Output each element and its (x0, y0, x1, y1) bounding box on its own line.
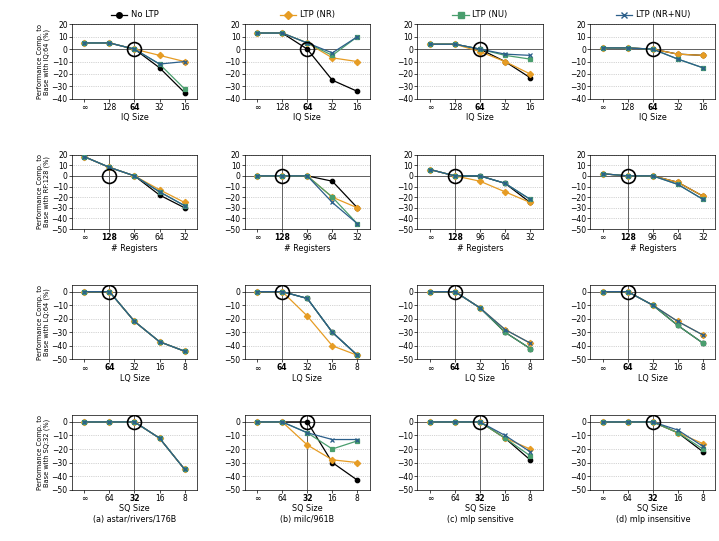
Legend: No LTP: No LTP (111, 10, 158, 19)
X-axis label: # Registers: # Registers (630, 243, 676, 253)
X-axis label: LQ Size: LQ Size (293, 374, 322, 383)
X-axis label: IQ Size: IQ Size (121, 114, 148, 122)
X-axis label: # Registers: # Registers (284, 243, 331, 253)
X-axis label: SQ Size
(b) milc/961B: SQ Size (b) milc/961B (280, 504, 334, 524)
X-axis label: SQ Size
(d) mlp insensitive: SQ Size (d) mlp insensitive (615, 504, 690, 524)
X-axis label: # Registers: # Registers (457, 243, 503, 253)
X-axis label: IQ Size: IQ Size (466, 114, 494, 122)
X-axis label: LQ Size: LQ Size (465, 374, 495, 383)
Legend: LTP (NR+NU): LTP (NR+NU) (615, 10, 690, 19)
Y-axis label: Performance Comp. to
Base with LQ:64 (%): Performance Comp. to Base with LQ:64 (%) (37, 285, 50, 360)
Y-axis label: Performance Comp. to
Base with RF:128 (%): Performance Comp. to Base with RF:128 (%… (37, 154, 50, 229)
X-axis label: SQ Size
(a) astar/rivers/176B: SQ Size (a) astar/rivers/176B (93, 504, 176, 524)
X-axis label: IQ Size: IQ Size (293, 114, 321, 122)
X-axis label: SQ Size
(c) mlp sensitive: SQ Size (c) mlp sensitive (446, 504, 513, 524)
Legend: LTP (NU): LTP (NU) (452, 10, 508, 19)
X-axis label: IQ Size: IQ Size (639, 114, 667, 122)
Y-axis label: Performance Comp. to
Base with SQ:32 (%): Performance Comp. to Base with SQ:32 (%) (37, 415, 50, 490)
X-axis label: LQ Size: LQ Size (638, 374, 668, 383)
Y-axis label: Performance Comp. to
Base with IQ:64 (%): Performance Comp. to Base with IQ:64 (%) (37, 24, 50, 99)
X-axis label: LQ Size: LQ Size (119, 374, 150, 383)
Legend: LTP (NR): LTP (NR) (280, 10, 335, 19)
X-axis label: # Registers: # Registers (111, 243, 157, 253)
